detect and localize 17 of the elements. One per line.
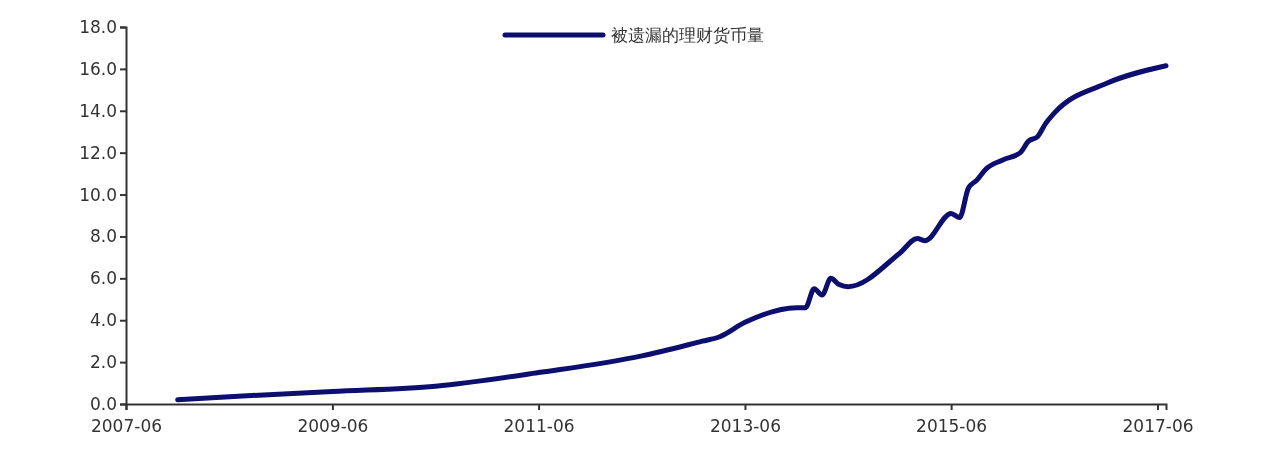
y-tick-label: 8.0 bbox=[89, 226, 117, 247]
x-tick-label: 2007-06 bbox=[90, 415, 163, 436]
x-tick-label: 2015-06 bbox=[916, 415, 988, 436]
y-tick-label: 2.0 bbox=[89, 352, 117, 373]
y-tick-label: 18.0 bbox=[79, 16, 117, 37]
y-tick-label: 0.0 bbox=[89, 393, 117, 414]
text: 被遗漏的理财货币量 bbox=[611, 25, 764, 45]
x-tick-label: 2013-06 bbox=[709, 415, 781, 436]
y-tick-label: 16.0 bbox=[79, 58, 117, 79]
x-tick-label: 2011-06 bbox=[503, 415, 575, 436]
y-tick-label: 14.0 bbox=[79, 100, 117, 121]
y-tick-label: 4.0 bbox=[89, 310, 117, 331]
y-tick-label: 12.0 bbox=[79, 142, 117, 163]
x-tick-label: 2009-06 bbox=[297, 415, 369, 436]
y-tick-label: 10.0 bbox=[79, 184, 117, 205]
y-tick-label: 6.0 bbox=[89, 268, 117, 289]
x-tick-label: 2017-06 bbox=[1122, 415, 1194, 436]
